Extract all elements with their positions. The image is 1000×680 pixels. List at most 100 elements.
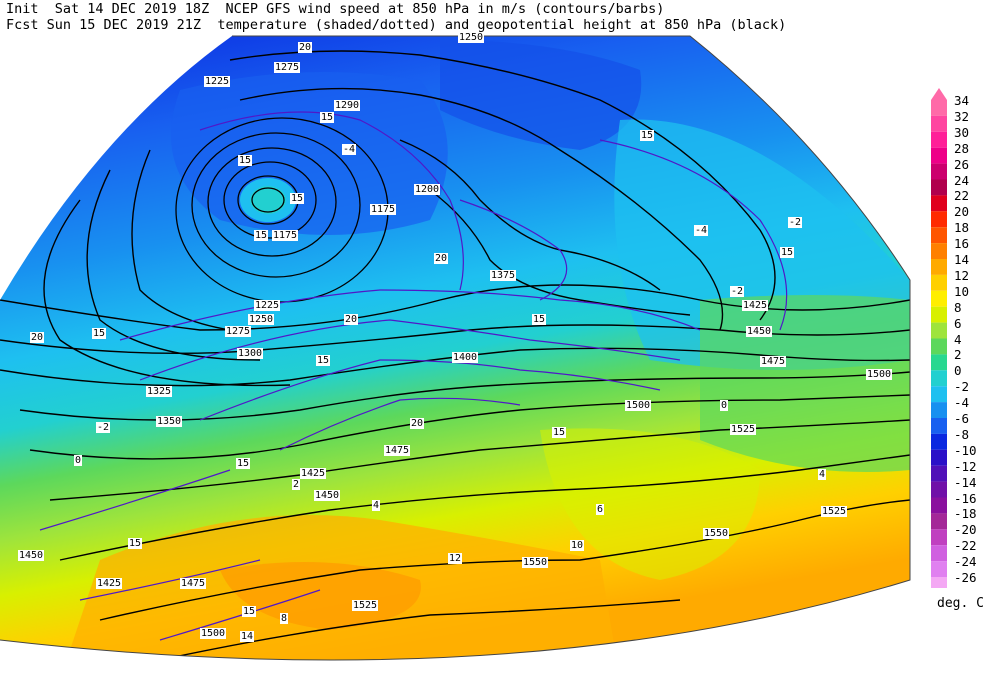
colorbar-level-label: 12: [954, 267, 970, 283]
colorbar-swatch: [931, 115, 947, 132]
colorbar-swatch: [931, 179, 947, 196]
colorbar-swatches: [931, 88, 947, 588]
colorbar-level-label: 32: [954, 108, 970, 124]
height-contour-label: 1175: [370, 204, 397, 215]
height-contour-label: 1375: [490, 270, 517, 281]
wind-contour-label: 20: [298, 42, 313, 53]
height-contour-label: 1300: [237, 348, 264, 359]
colorbar-swatch: [931, 402, 947, 418]
height-contour-label: 1400: [452, 352, 479, 363]
temperature-contour-label: 2: [292, 479, 301, 490]
temperature-colorbar: 34 32 30 28 26 24 22 20 18 16 14 12 10 8 6 4 2 0 -2 -4 -6 -8-…: [930, 88, 1000, 588]
height-contour-label: 1325: [146, 386, 173, 397]
colorbar-swatch: [931, 322, 947, 339]
colorbar-level-label: 28: [954, 140, 970, 156]
colorbar-level-label: -20: [954, 522, 977, 538]
header-line-2: Fcst Sun 15 DEC 2019 21Z temperature (sh…: [6, 17, 787, 33]
height-contour-label: 1450: [18, 550, 45, 561]
height-contour-label: 1275: [225, 326, 252, 337]
colorbar-level-label: -2: [954, 379, 970, 395]
colorbar-level-label: 2: [954, 347, 962, 363]
height-contour-label: 1500: [866, 369, 893, 380]
wind-contour-label: 15: [532, 314, 547, 325]
colorbar-level-label: 18: [954, 220, 970, 236]
temperature-contour-label: 4: [372, 500, 381, 511]
colorbar-swatch: [931, 465, 947, 482]
height-contour-label: 1425: [96, 578, 123, 589]
wind-contour-label: 15: [640, 130, 655, 141]
colorbar-swatch: [931, 449, 947, 466]
colorbar-swatch: [931, 370, 947, 387]
colorbar-level-label: -18: [954, 506, 977, 522]
height-contour-label: 1275: [274, 62, 301, 73]
temperature-contour-label: 12: [448, 553, 463, 564]
colorbar-level-label: -10: [954, 442, 977, 458]
colorbar-swatch: [931, 577, 947, 588]
height-contour-label: 1350: [156, 416, 183, 427]
height-contour-label: 1525: [821, 506, 848, 517]
colorbar-swatch: [931, 131, 947, 148]
colorbar-level-label: -4: [954, 395, 970, 411]
colorbar-swatch: [931, 195, 947, 212]
height-contour-label: 1525: [352, 600, 379, 611]
colorbar-level-label: -24: [954, 554, 977, 570]
colorbar-swatch: [931, 497, 947, 514]
height-contour-label: 1450: [314, 490, 341, 501]
colorbar-swatch: [931, 338, 947, 355]
height-contour-label: 1200: [414, 184, 441, 195]
colorbar-level-label: 10: [954, 283, 970, 299]
colorbar-level-label: -26: [954, 570, 977, 585]
colorbar-swatch: [931, 433, 947, 450]
colorbar-swatch: [931, 163, 947, 180]
colorbar-swatch: [931, 306, 947, 323]
wind-contour-label: 15: [320, 112, 335, 123]
colorbar-swatch: [931, 259, 947, 275]
wind-contour-label: 15: [242, 606, 257, 617]
wind-contour-label: 20: [410, 418, 425, 429]
cold-pool-atlantic: [171, 72, 448, 235]
height-contour-label: 1175: [272, 230, 299, 241]
temperature-contour-label: -2: [730, 286, 745, 297]
temperature-contour-label: 10: [570, 540, 585, 551]
colorbar-swatch: [931, 513, 947, 530]
temperature-contour-label: 0: [720, 400, 729, 411]
warm-core-north-africa: [220, 562, 421, 630]
colorbar-level-label: 6: [954, 315, 962, 331]
colorbar-swatch: [931, 290, 947, 307]
units-label: deg. C: [937, 596, 984, 611]
wind-contour-label: 15: [238, 155, 253, 166]
wind-contour-label: 15: [780, 247, 795, 258]
height-contour-label: 1475: [384, 445, 411, 456]
wind-contour-label: 15: [290, 193, 305, 204]
colorbar-swatch: [931, 529, 947, 546]
colorbar-level-label: -12: [954, 458, 977, 474]
colorbar-swatch: [931, 418, 947, 434]
header-line-1: Init Sat 14 DEC 2019 18Z NCEP GFS wind s…: [6, 1, 665, 17]
height-contour-label: 1225: [254, 300, 281, 311]
colorbar-level-label: 8: [954, 299, 962, 315]
colorbar-swatch: [931, 274, 947, 291]
temperature-contour-label: -4: [342, 144, 357, 155]
height-contour-label: 1425: [742, 300, 769, 311]
height-contour-label: 1450: [746, 326, 773, 337]
colorbar-swatch: [931, 243, 947, 259]
height-contour-label: 1425: [300, 468, 327, 479]
height-contour-label: 1250: [458, 32, 485, 43]
wind-contour-label: 20: [30, 332, 45, 343]
colorbar-swatch: [931, 227, 947, 244]
temperature-contour-label: 14: [240, 631, 255, 642]
height-contour-label: 1475: [760, 356, 787, 367]
temperature-contour-label: -4: [694, 225, 709, 236]
temperature-contour-label: 4: [818, 469, 827, 480]
colorbar-swatch: [931, 481, 947, 498]
map-border: [0, 35, 911, 661]
height-contour-label: 1225: [204, 76, 231, 87]
colorbar-level-label: -22: [954, 538, 977, 554]
height-contour-label: 1550: [522, 557, 549, 568]
temperature-contour-label: -2: [788, 217, 803, 228]
wind-contour-label: 15: [254, 230, 269, 241]
colorbar-level-label: 34: [954, 93, 970, 108]
wind-contour-label: 15: [316, 355, 331, 366]
colorbar-level-label: 14: [954, 252, 970, 267]
colorbar-level-label: 26: [954, 156, 970, 172]
